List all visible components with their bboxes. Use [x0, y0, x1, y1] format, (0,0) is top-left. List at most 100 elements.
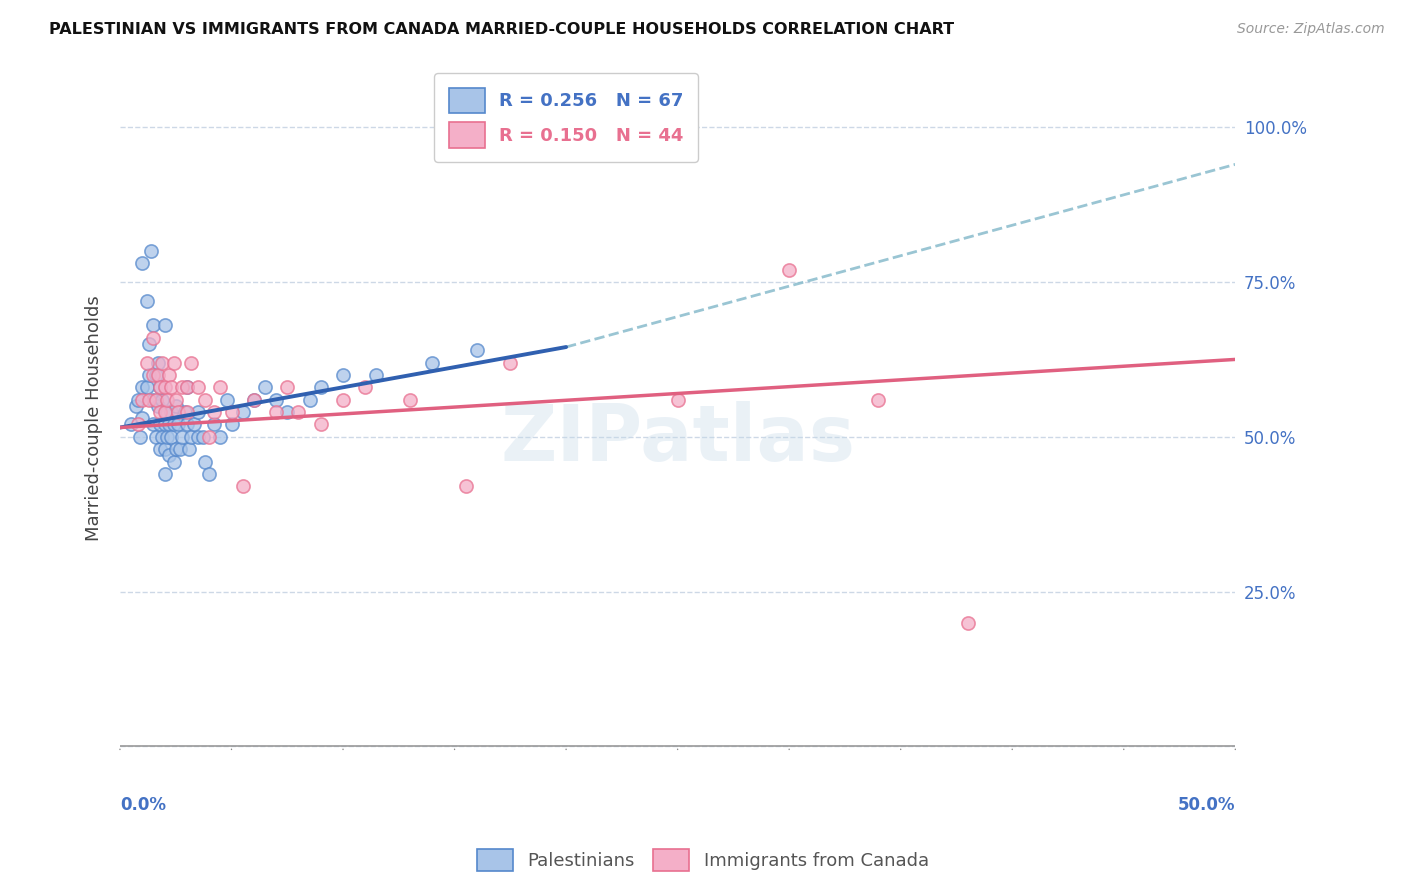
Point	[142, 368, 165, 382]
Point	[243, 392, 266, 407]
Point	[187, 430, 209, 444]
Point	[332, 368, 354, 382]
Point	[176, 405, 198, 419]
Point	[264, 392, 287, 407]
Point	[454, 479, 477, 493]
Point	[160, 405, 183, 419]
Point	[172, 380, 194, 394]
Point	[202, 417, 225, 432]
Point	[209, 380, 232, 394]
Text: 50.0%: 50.0%	[1178, 797, 1236, 814]
Point	[145, 430, 167, 444]
Text: ZIPatlas: ZIPatlas	[501, 401, 855, 476]
Point	[253, 380, 276, 394]
Point	[194, 454, 217, 468]
Point	[135, 293, 157, 308]
Point	[129, 430, 152, 444]
Point	[149, 380, 172, 394]
Point	[153, 467, 176, 481]
Point	[399, 392, 422, 407]
Point	[131, 392, 153, 407]
Point	[202, 405, 225, 419]
Point	[420, 355, 443, 369]
Point	[138, 392, 160, 407]
Point	[465, 343, 488, 358]
Point	[135, 355, 157, 369]
Point	[153, 442, 176, 457]
Point	[198, 467, 221, 481]
Point	[221, 405, 243, 419]
Point	[191, 430, 214, 444]
Point	[131, 380, 153, 394]
Point	[153, 318, 176, 333]
Point	[162, 454, 184, 468]
Point	[149, 405, 172, 419]
Legend: R = 0.256   N = 67, R = 0.150   N = 44: R = 0.256 N = 67, R = 0.150 N = 44	[434, 73, 697, 162]
Point	[868, 392, 890, 407]
Point	[160, 430, 183, 444]
Point	[145, 392, 167, 407]
Point	[153, 405, 176, 419]
Point	[183, 417, 205, 432]
Point	[146, 399, 169, 413]
Point	[141, 244, 163, 258]
Point	[156, 405, 179, 419]
Point	[150, 392, 173, 407]
Point	[167, 417, 190, 432]
Point	[221, 417, 243, 432]
Point	[135, 380, 157, 394]
Point	[276, 405, 298, 419]
Point	[298, 392, 321, 407]
Point	[127, 392, 149, 407]
Point	[778, 262, 800, 277]
Point	[209, 430, 232, 444]
Point	[150, 430, 173, 444]
Y-axis label: Married-couple Households: Married-couple Households	[86, 295, 103, 541]
Text: Source: ZipAtlas.com: Source: ZipAtlas.com	[1237, 22, 1385, 37]
Point	[332, 392, 354, 407]
Point	[176, 380, 198, 394]
Point	[149, 417, 172, 432]
Point	[127, 417, 149, 432]
Point	[198, 430, 221, 444]
Point	[232, 479, 254, 493]
Point	[232, 405, 254, 419]
Point	[153, 417, 176, 432]
Point	[131, 411, 153, 425]
Point	[142, 392, 165, 407]
Point	[354, 380, 377, 394]
Text: PALESTINIAN VS IMMIGRANTS FROM CANADA MARRIED-COUPLE HOUSEHOLDS CORRELATION CHAR: PALESTINIAN VS IMMIGRANTS FROM CANADA MA…	[49, 22, 955, 37]
Point	[309, 380, 332, 394]
Point	[146, 368, 169, 382]
Point	[276, 380, 298, 394]
Point	[187, 405, 209, 419]
Point	[150, 355, 173, 369]
Point	[162, 417, 184, 432]
Point	[149, 380, 172, 394]
Point	[160, 380, 183, 394]
Point	[165, 392, 187, 407]
Point	[124, 399, 146, 413]
Point	[142, 417, 165, 432]
Point	[157, 449, 180, 463]
Point	[162, 355, 184, 369]
Point	[167, 405, 190, 419]
Point	[172, 430, 194, 444]
Point	[287, 405, 309, 419]
Point	[165, 399, 187, 413]
Point	[157, 417, 180, 432]
Point	[138, 337, 160, 351]
Point	[156, 392, 179, 407]
Point	[169, 442, 191, 457]
Point	[666, 392, 689, 407]
Point	[153, 380, 176, 394]
Point	[142, 331, 165, 345]
Point	[194, 392, 217, 407]
Point	[179, 442, 201, 457]
Point	[149, 442, 172, 457]
Point	[131, 256, 153, 270]
Point	[157, 368, 180, 382]
Point	[146, 355, 169, 369]
Point	[165, 442, 187, 457]
Text: 0.0%: 0.0%	[120, 797, 166, 814]
